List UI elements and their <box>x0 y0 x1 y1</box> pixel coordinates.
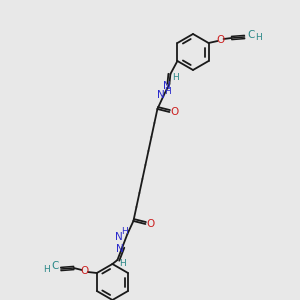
Text: N: N <box>116 244 123 254</box>
Text: O: O <box>81 266 89 276</box>
Text: N: N <box>115 232 122 242</box>
Text: H: H <box>255 34 262 43</box>
Text: N: N <box>157 90 164 100</box>
Text: N: N <box>163 81 170 91</box>
Text: C: C <box>247 30 254 40</box>
Text: H: H <box>44 266 50 274</box>
Text: H: H <box>172 73 179 82</box>
Text: H: H <box>121 227 128 236</box>
Text: O: O <box>146 219 154 229</box>
Text: H: H <box>119 259 126 268</box>
Text: O: O <box>170 107 178 117</box>
Text: C: C <box>51 261 59 271</box>
Text: H: H <box>164 86 171 95</box>
Text: O: O <box>217 35 225 45</box>
